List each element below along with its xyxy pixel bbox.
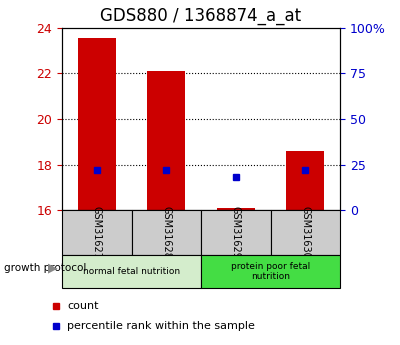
Bar <box>78 38 116 210</box>
Bar <box>270 210 340 255</box>
Bar <box>201 210 270 255</box>
Bar <box>62 210 132 255</box>
Text: normal fetal nutrition: normal fetal nutrition <box>83 267 180 276</box>
Text: GSM31629: GSM31629 <box>231 206 241 259</box>
Text: percentile rank within the sample: percentile rank within the sample <box>67 321 255 331</box>
Bar <box>62 255 201 288</box>
Bar <box>286 151 324 210</box>
Title: GDS880 / 1368874_a_at: GDS880 / 1368874_a_at <box>100 7 302 25</box>
Bar <box>132 210 201 255</box>
Bar <box>201 255 340 288</box>
Text: protein poor fetal
nutrition: protein poor fetal nutrition <box>231 262 310 282</box>
Bar <box>217 208 255 210</box>
Text: count: count <box>67 301 99 311</box>
Text: GSM31630: GSM31630 <box>300 207 310 259</box>
Text: ▶: ▶ <box>48 262 58 275</box>
Text: growth protocol: growth protocol <box>4 263 86 273</box>
Text: GSM31628: GSM31628 <box>161 206 171 259</box>
Text: GSM31627: GSM31627 <box>92 206 102 259</box>
Bar <box>147 71 185 210</box>
